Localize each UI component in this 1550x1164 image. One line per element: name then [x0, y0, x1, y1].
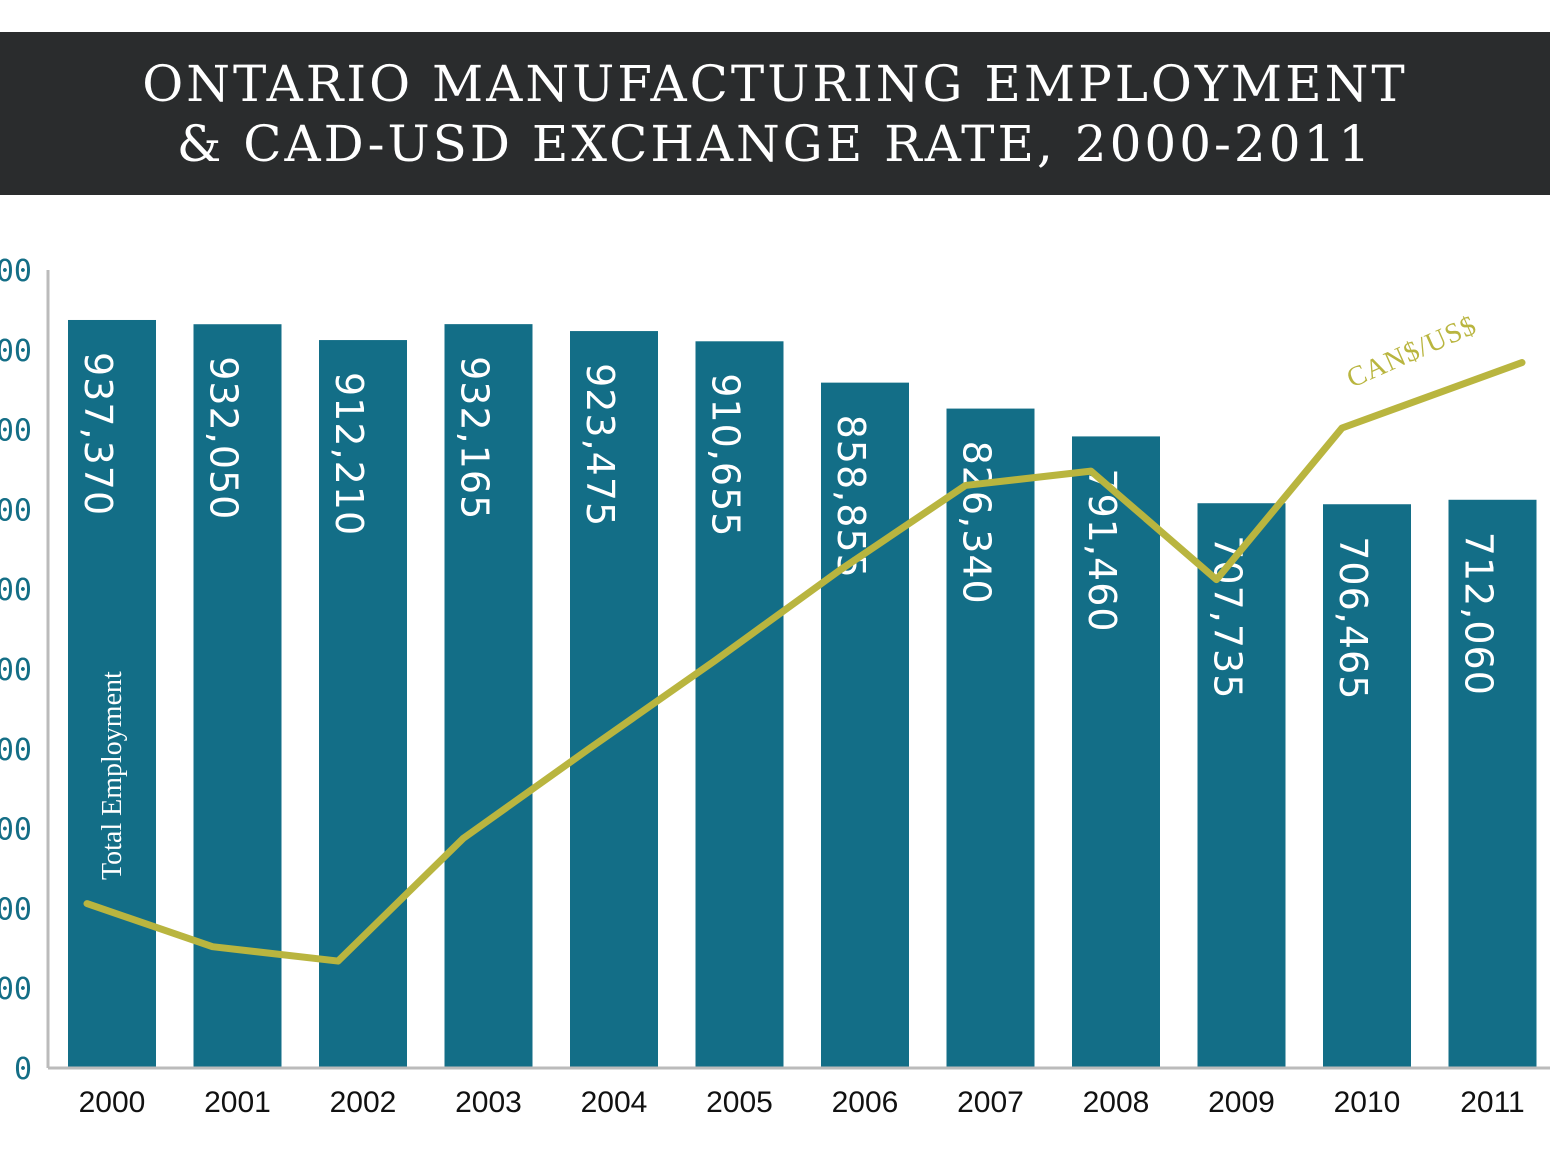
- bar: [444, 324, 533, 1068]
- line-series: [83, 359, 1526, 965]
- bar-value-label: 912,210: [327, 372, 371, 536]
- exchange-rate-line: [83, 359, 1526, 965]
- x-tick-label: 2007: [957, 1086, 1024, 1119]
- chart-title: ONTARIO MANUFACTURING EMPLOYMENT & CAD-U…: [0, 32, 1550, 195]
- bar-value-labels: 937,370 932,050 912,210 932,165 923,475 910,6…: [76, 352, 1501, 700]
- x-tick-label: 2005: [706, 1086, 773, 1119]
- x-tick-label: 2000: [79, 1086, 146, 1119]
- y-tick-label: 00: [0, 653, 32, 688]
- x-tick-label: 2010: [1334, 1086, 1401, 1119]
- bar-value-label: 910,655: [704, 373, 748, 537]
- bar-value-label: 826,340: [955, 441, 999, 605]
- bar: [1072, 436, 1160, 1068]
- y-tick-label: 00: [0, 414, 32, 449]
- x-axis: 2000 2001 2002 2003 2004 2005 2006 2007 2008 2009…: [48, 1066, 1550, 1119]
- y-tick-label: 00: [0, 813, 32, 848]
- bar: [319, 340, 407, 1069]
- x-tick-label: 2004: [581, 1086, 648, 1119]
- y-tick-label: 00: [0, 733, 32, 768]
- y-tick-label: 00: [0, 334, 32, 369]
- bar-value-label: 707,735: [1206, 535, 1250, 699]
- x-tick-label: 2002: [330, 1086, 397, 1119]
- bar-value-label: 712,060: [1457, 532, 1501, 696]
- bar-value-label: 932,165: [453, 356, 497, 520]
- chart-title-line-2: & CAD-USD EXCHANGE RATE, 2000-2011: [176, 115, 1374, 173]
- bar: [1448, 499, 1537, 1068]
- bar: [1197, 503, 1286, 1068]
- bar: [1323, 504, 1411, 1068]
- y-tick-label: 00: [0, 493, 32, 528]
- x-tick-label: 2003: [455, 1086, 522, 1119]
- x-tick-label: 2008: [1083, 1086, 1150, 1119]
- y-tick-label: 00: [0, 892, 32, 927]
- chart-title-line-1: ONTARIO MANUFACTURING EMPLOYMENT: [142, 55, 1408, 113]
- x-tick-label: 2009: [1208, 1086, 1275, 1119]
- bar: [695, 341, 784, 1068]
- bar-value-label: 923,475: [578, 363, 622, 527]
- bar: [570, 331, 658, 1068]
- bar: [946, 408, 1035, 1068]
- y-tick-label: 00: [0, 254, 32, 289]
- y-tick-label: 00: [0, 972, 32, 1007]
- x-tick-label: 2006: [832, 1086, 899, 1119]
- y-tick-label: 00: [0, 573, 32, 608]
- bar: [821, 382, 909, 1069]
- bar-value-label: 932,050: [202, 356, 246, 520]
- x-tick-label: 2011: [1460, 1086, 1525, 1119]
- bar-value-label: 706,465: [1331, 536, 1375, 700]
- bar-value-label: 937,370: [76, 352, 120, 516]
- bar-series-name: Total Employment: [97, 671, 128, 880]
- bar: [68, 319, 156, 1068]
- y-tick-label: 0: [14, 1052, 32, 1087]
- x-tick-label: 2001: [204, 1086, 271, 1119]
